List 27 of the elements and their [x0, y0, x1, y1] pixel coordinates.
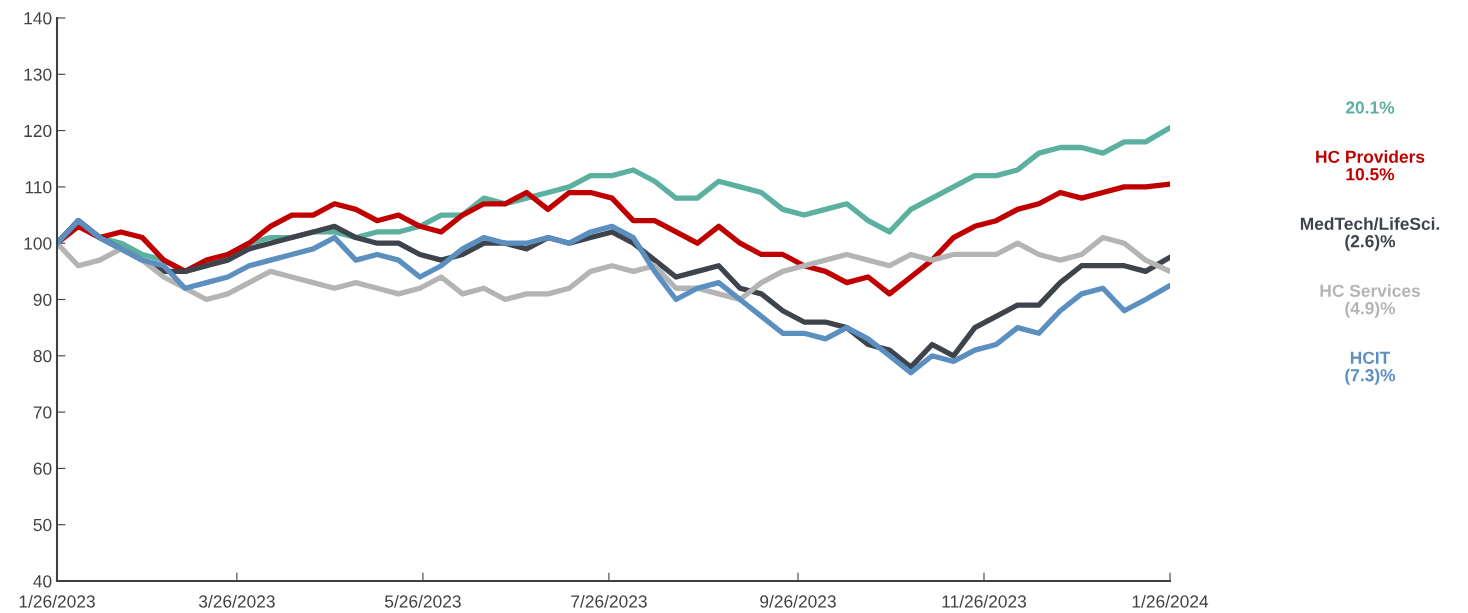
x-tick-label: 7/26/2023: [571, 594, 647, 608]
y-tick-label: 90: [33, 293, 52, 306]
y-tick-label: 140: [24, 12, 52, 25]
y-tick-label: 100: [24, 237, 52, 250]
y-tick-label: 130: [24, 68, 52, 81]
y-tick-label: 60: [33, 462, 52, 475]
text: HC Services: [1320, 284, 1420, 297]
text: 10.5%: [1346, 168, 1395, 181]
text: 20.1%: [1345, 101, 1395, 114]
text: (7.3)%: [1345, 368, 1396, 385]
text: (4.9)%: [1345, 301, 1396, 318]
y-tick-label: 120: [24, 124, 52, 138]
y-tick-label: 50: [33, 518, 52, 532]
text: HC Providers: [1316, 150, 1425, 163]
y-tick-label: 40: [33, 575, 52, 588]
text: MedTech/LifeSci.: [1300, 217, 1440, 231]
y-tick-label: 110: [25, 181, 52, 194]
x-tick-label: 9/26/2023: [760, 594, 836, 608]
x-tick-label: 1/26/2024: [1132, 594, 1209, 608]
text: HCIT: [1350, 351, 1391, 364]
text: (2.6)%: [1345, 234, 1396, 251]
y-tick-label: 80: [33, 349, 52, 363]
x-tick-label: 5/26/2023: [385, 594, 461, 608]
y-tick-label: 70: [33, 406, 52, 419]
x-tick-label: 11/26/2023: [942, 594, 1027, 608]
x-tick-label: 3/26/2023: [198, 594, 275, 608]
x-tick-label: 1/26/2023: [19, 594, 95, 608]
